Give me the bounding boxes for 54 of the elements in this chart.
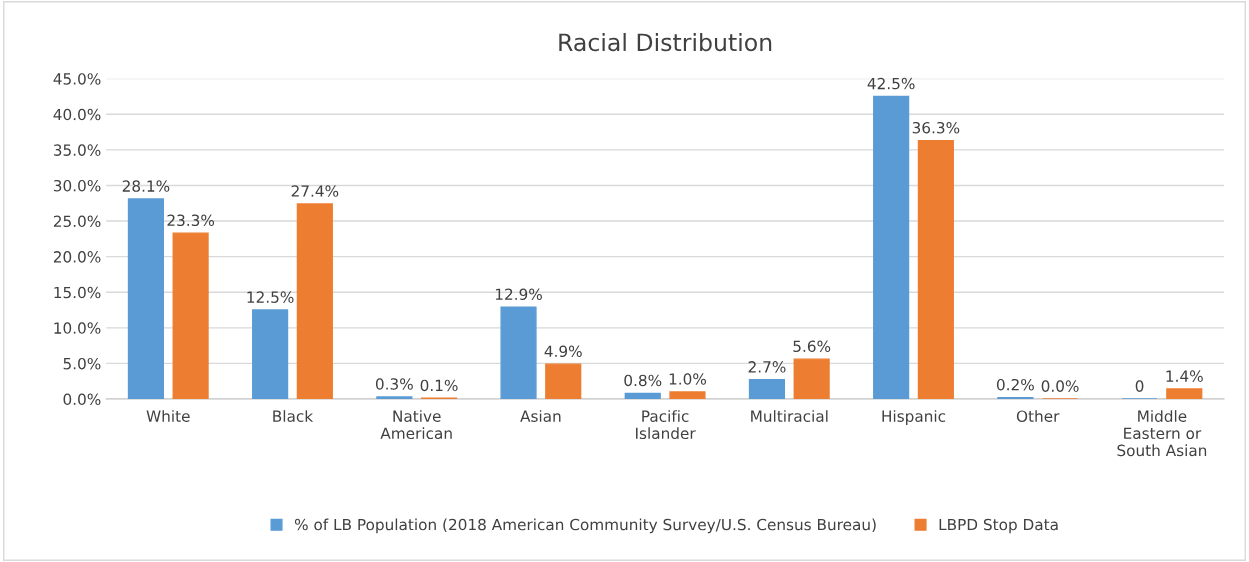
x-tick-label: Hispanic [882, 410, 946, 425]
data-label: 28.1% [122, 180, 170, 192]
y-tick-label: 20.0% [53, 251, 101, 263]
y-tick-label: 40.0% [53, 108, 101, 121]
data-label: 23.3% [167, 214, 215, 227]
x-tick-label: Middle Eastern or South Asian [1117, 410, 1207, 457]
chart-title: Racial Distribution [559, 32, 772, 52]
data-label: 0.2% [996, 378, 1034, 391]
bar [917, 139, 954, 400]
x-tick-label: Black [273, 410, 314, 422]
x-tick-label: Asian [520, 410, 561, 422]
bar [296, 203, 333, 400]
legend-label: LBPD Stop Data [939, 518, 1058, 534]
data-label: 36.3% [912, 121, 960, 134]
bar [624, 392, 661, 400]
data-label: 1.0% [669, 373, 707, 385]
data-label: 0.8% [624, 374, 662, 387]
data-label: 0.1% [420, 379, 458, 392]
x-tick-label: Other [1016, 410, 1060, 422]
data-label: 1.4% [1166, 370, 1203, 382]
data-label: 27.4% [291, 185, 339, 197]
data-label: 42.5% [867, 77, 915, 90]
y-tick-label: 15.0% [54, 286, 101, 299]
y-tick-label: 30.0% [53, 179, 101, 192]
data-label: 0 [1135, 380, 1144, 392]
bar [873, 95, 910, 400]
bar [669, 391, 706, 400]
data-label: 0.0% [1041, 380, 1079, 392]
bar [127, 198, 164, 400]
bar [500, 306, 537, 400]
y-tick-label: 25.0% [53, 215, 101, 228]
data-label: 4.9% [544, 345, 582, 358]
y-tick-label: 35.0% [53, 144, 101, 156]
bar [748, 379, 786, 400]
data-label: 5.6% [793, 340, 831, 353]
x-tick-label: Multiracial [751, 410, 828, 422]
bar [252, 309, 289, 400]
y-tick-label: 0.0% [63, 393, 101, 406]
data-label: 0.3% [375, 378, 413, 390]
legend-label: % of LB Population (2018 American Community Survey/U.S. Census Bureau) [294, 518, 876, 534]
x-tick-label: Native American [380, 410, 452, 440]
bar [545, 363, 582, 400]
bar [793, 358, 830, 400]
bar [172, 232, 209, 400]
bar [1166, 388, 1203, 400]
y-tick-label: 45.0% [53, 73, 101, 85]
data-label: 2.7% [748, 361, 786, 373]
x-tick-label: Pacific Islander [636, 410, 696, 440]
data-label: 12.9% [495, 288, 542, 301]
data-label: 12.5% [247, 291, 294, 303]
bar [376, 396, 413, 400]
y-tick-label: 10.0% [54, 322, 101, 334]
y-tick-label: 5.0% [63, 357, 101, 370]
x-tick-label: White [146, 410, 190, 422]
